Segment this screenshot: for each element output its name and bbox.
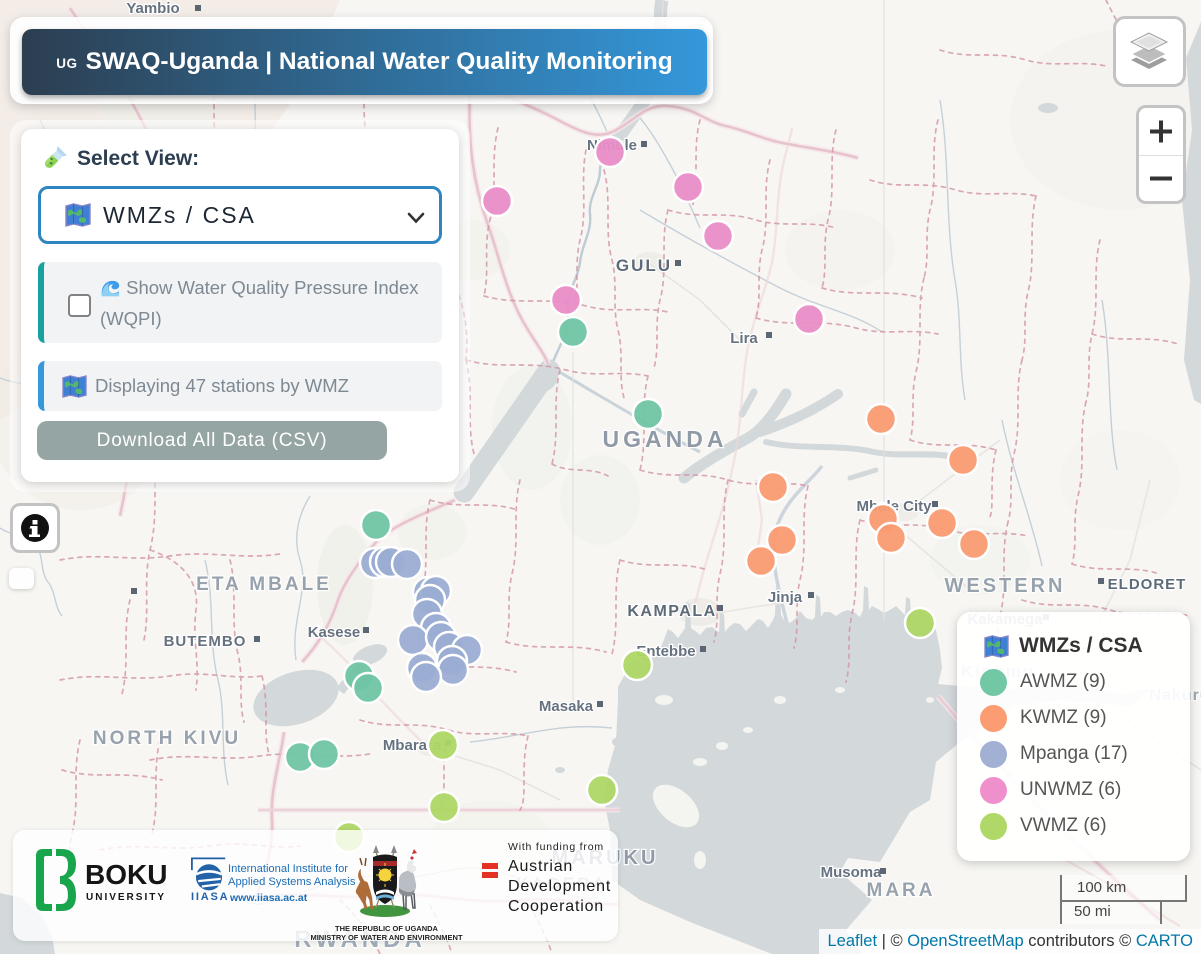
svg-text:UGANDA: UGANDA (603, 426, 728, 452)
svg-text:Jinja: Jinja (768, 589, 803, 606)
svg-text:Masaka: Masaka (539, 698, 594, 715)
svg-text:BUTEMBO: BUTEMBO (164, 633, 247, 650)
svg-text:ELDORET: ELDORET (1108, 576, 1187, 593)
svg-text:Kasese: Kasese (308, 624, 361, 641)
svg-text:Lira: Lira (730, 330, 758, 347)
svg-text:Yambio: Yambio (126, 0, 179, 17)
svg-text:MARA: MARA (867, 880, 936, 901)
svg-text:WESTERN: WESTERN (945, 575, 1066, 597)
svg-text:Musoma: Musoma (821, 864, 883, 881)
svg-text:NORTH KIVU: NORTH KIVU (93, 728, 241, 749)
svg-text:KAMPALA: KAMPALA (627, 603, 716, 620)
svg-text:GULU: GULU (616, 256, 672, 275)
svg-text:ETA MBALE: ETA MBALE (196, 574, 332, 595)
